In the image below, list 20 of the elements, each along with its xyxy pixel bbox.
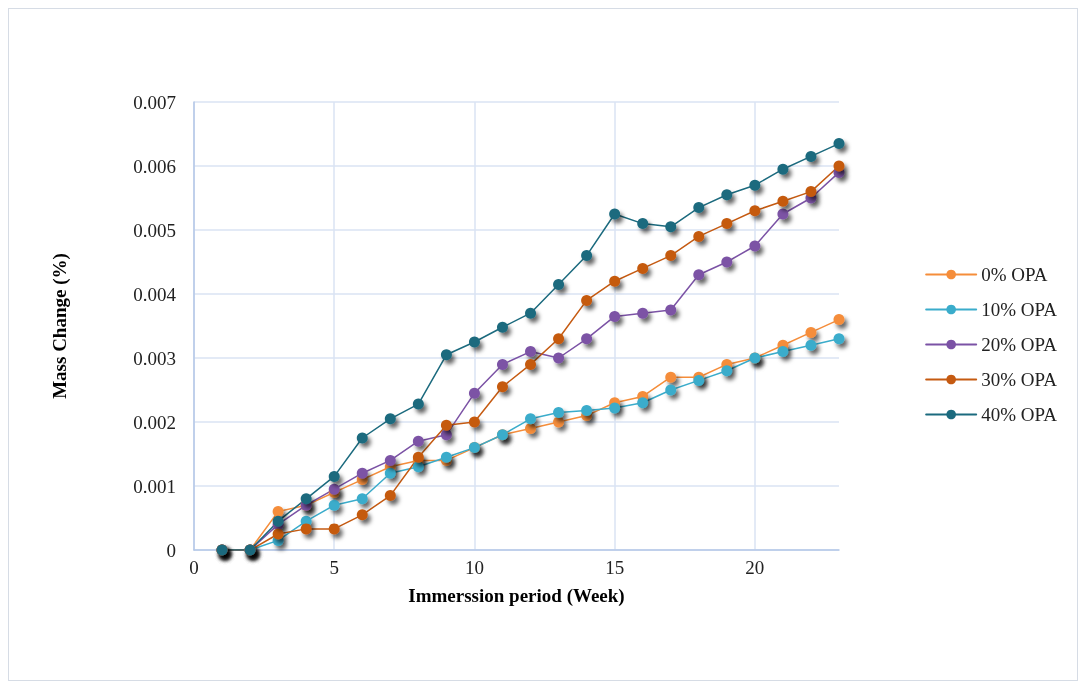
y-tick-label: 0.003 — [133, 347, 176, 369]
x-tick-label: 15 — [605, 557, 625, 578]
legend-label: 30% OPA — [981, 369, 1058, 390]
x-tick-label: 20 — [745, 557, 765, 578]
legend-label: 40% OPA — [981, 404, 1058, 425]
x-tick-label: 5 — [329, 557, 339, 578]
y-tick-label: 0.006 — [133, 155, 176, 177]
x-axis-title: Immerssion period (Week) — [408, 585, 625, 607]
y-tick-label: 0.005 — [133, 219, 176, 241]
y-tick-label: 0.001 — [133, 475, 176, 497]
x-tick-label: 0 — [189, 557, 199, 578]
y-tick-label: 0.002 — [133, 411, 176, 433]
y-tick-label: 0.007 — [133, 91, 176, 113]
y-tick-label: 0.004 — [133, 283, 177, 305]
legend-label: 10% OPA — [981, 299, 1058, 320]
y-tick-label: 0 — [166, 539, 176, 561]
legend-label: 0% OPA — [981, 264, 1048, 285]
legend-label: 20% OPA — [981, 334, 1058, 355]
x-tick-label: 10 — [464, 557, 484, 578]
y-axis-title: Mass Change (%) — [49, 253, 71, 399]
